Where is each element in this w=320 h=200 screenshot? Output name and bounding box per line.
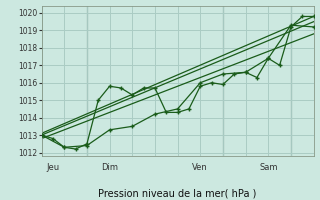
- Text: Jeu: Jeu: [46, 163, 60, 172]
- Text: Pression niveau de la mer( hPa ): Pression niveau de la mer( hPa ): [99, 189, 257, 199]
- Text: Ven: Ven: [192, 163, 208, 172]
- Text: Sam: Sam: [259, 163, 277, 172]
- Text: Dim: Dim: [101, 163, 118, 172]
